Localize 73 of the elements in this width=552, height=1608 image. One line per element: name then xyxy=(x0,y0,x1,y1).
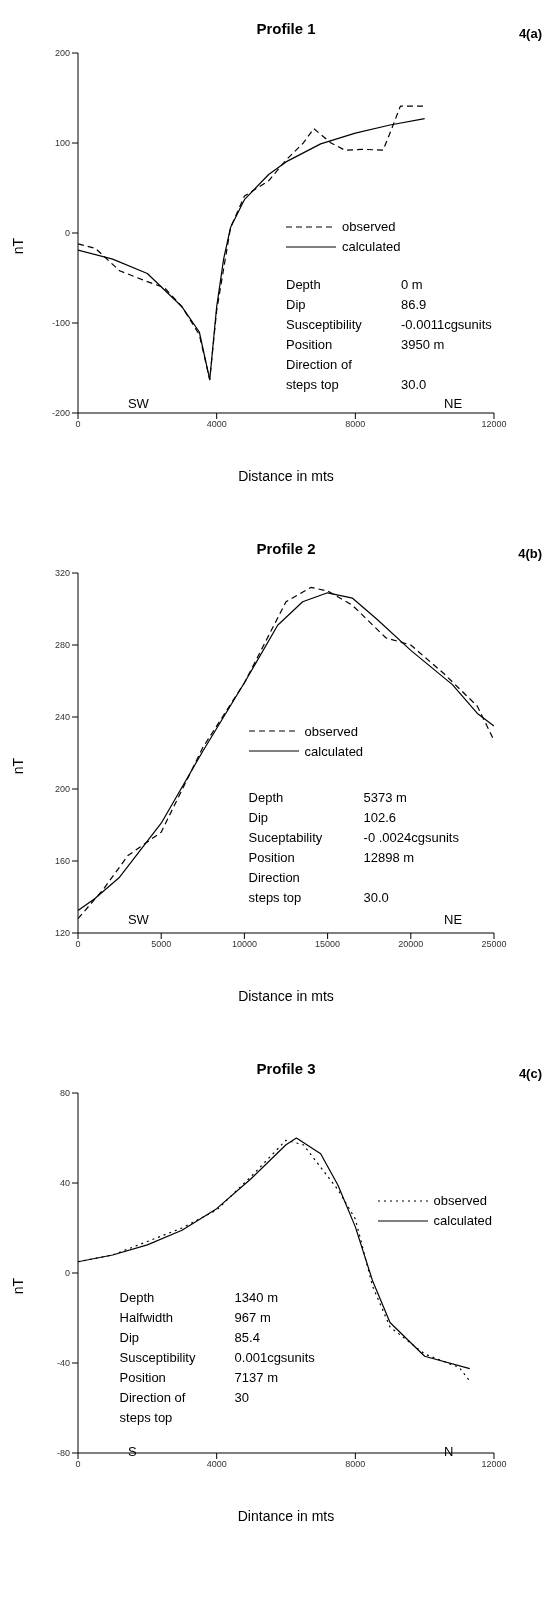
y-tick-label: 200 xyxy=(54,48,70,59)
annotation: Direction of xyxy=(286,356,353,375)
y-tick-label: 120 xyxy=(54,928,70,939)
legend-label: observed xyxy=(342,219,396,235)
x-tick-label: 12000 xyxy=(481,419,507,430)
annotation: SW xyxy=(127,396,149,412)
text: Halfwidth 967 m xyxy=(119,1310,271,1325)
y-tick-label: 0 xyxy=(64,1268,70,1279)
y-axis-title: nT xyxy=(10,757,27,775)
y-tick-label: 160 xyxy=(54,856,70,867)
text: steps top 30.0 xyxy=(286,377,427,393)
x-axis-title: Dintance in mts xyxy=(236,1508,336,1524)
y-tick-label: -200 xyxy=(51,408,70,419)
text: Depth 0 m xyxy=(286,277,423,293)
annotation: N xyxy=(444,1444,454,1459)
x-tick-label: 0 xyxy=(75,419,81,430)
legend-label: observed xyxy=(304,723,359,739)
y-tick-label: 280 xyxy=(54,640,70,651)
y-tick-label: 320 xyxy=(54,568,70,579)
y-axis-title: nT xyxy=(10,237,27,255)
annotation: NE xyxy=(444,912,463,928)
text: Dip 86.9 xyxy=(286,297,427,313)
chart-title: Profile 3 xyxy=(255,1060,317,1077)
x-tick-label: 15000 xyxy=(315,939,341,950)
y-tick-label: -40 xyxy=(56,1358,70,1369)
y-tick-label: 200 xyxy=(54,784,70,795)
x-tick-label: 10000 xyxy=(231,939,257,950)
legend-label: calculated xyxy=(342,239,401,255)
text: Susceptibility 0.001cgsunits xyxy=(119,1350,315,1365)
text: Dip 85.4 xyxy=(119,1330,260,1345)
annotation: SW xyxy=(127,912,149,928)
y-tick-label: 240 xyxy=(54,712,70,723)
y-tick-label: -80 xyxy=(56,1448,70,1459)
y-tick-label: 0 xyxy=(64,228,70,239)
legend-label: calculated xyxy=(433,1213,493,1228)
x-tick-label: 0 xyxy=(75,1459,81,1470)
text: Position 12898 m xyxy=(248,849,415,865)
text: steps top 30.0 xyxy=(248,889,389,905)
text: 4(a) xyxy=(518,26,542,41)
x-tick-label: 8000 xyxy=(345,1459,366,1470)
chart-title: Profile 2 xyxy=(255,540,317,557)
x-tick-label: 0 xyxy=(75,939,81,950)
x-axis-title: Distance in mts xyxy=(237,988,335,1004)
y-tick-label: -100 xyxy=(51,318,70,329)
y-tick-label: 100 xyxy=(54,138,70,149)
x-tick-label: 4000 xyxy=(206,1459,227,1470)
x-tick-label: 12000 xyxy=(481,1459,507,1470)
text: Dip 102.6 xyxy=(248,809,397,825)
x-tick-label: 8000 xyxy=(345,419,366,430)
x-tick-label: 25000 xyxy=(481,939,507,950)
text: Susceptibility -0.0011cgsunits xyxy=(286,317,492,333)
annotation: steps top xyxy=(119,1409,174,1427)
text: Direction of 30 xyxy=(119,1390,250,1405)
x-axis-title: Distance in mts xyxy=(237,468,335,484)
x-tick-label: 5000 xyxy=(151,939,172,950)
text: 4(b) xyxy=(518,546,542,561)
y-tick-label: 40 xyxy=(59,1178,70,1189)
text: Position 3950 m xyxy=(286,337,445,353)
chart-title: Profile 1 xyxy=(255,20,317,37)
text: Depth 1340 m xyxy=(119,1290,278,1305)
x-tick-label: 4000 xyxy=(206,419,227,430)
annotation: S xyxy=(127,1444,137,1459)
text: Position 7137 m xyxy=(119,1370,278,1385)
text: 4(c) xyxy=(518,1066,542,1081)
legend-label: observed xyxy=(433,1193,487,1208)
y-tick-label: 80 xyxy=(59,1088,70,1099)
x-tick-label: 20000 xyxy=(398,939,424,950)
text: Suceptability -0 .0024cgsunits xyxy=(248,829,459,845)
text: Depth 5373 m xyxy=(248,789,407,805)
annotation: NE xyxy=(444,396,463,412)
annotation: Direction xyxy=(248,868,301,887)
y-axis-title: nT xyxy=(10,1277,27,1295)
legend-label: calculated xyxy=(304,743,364,759)
